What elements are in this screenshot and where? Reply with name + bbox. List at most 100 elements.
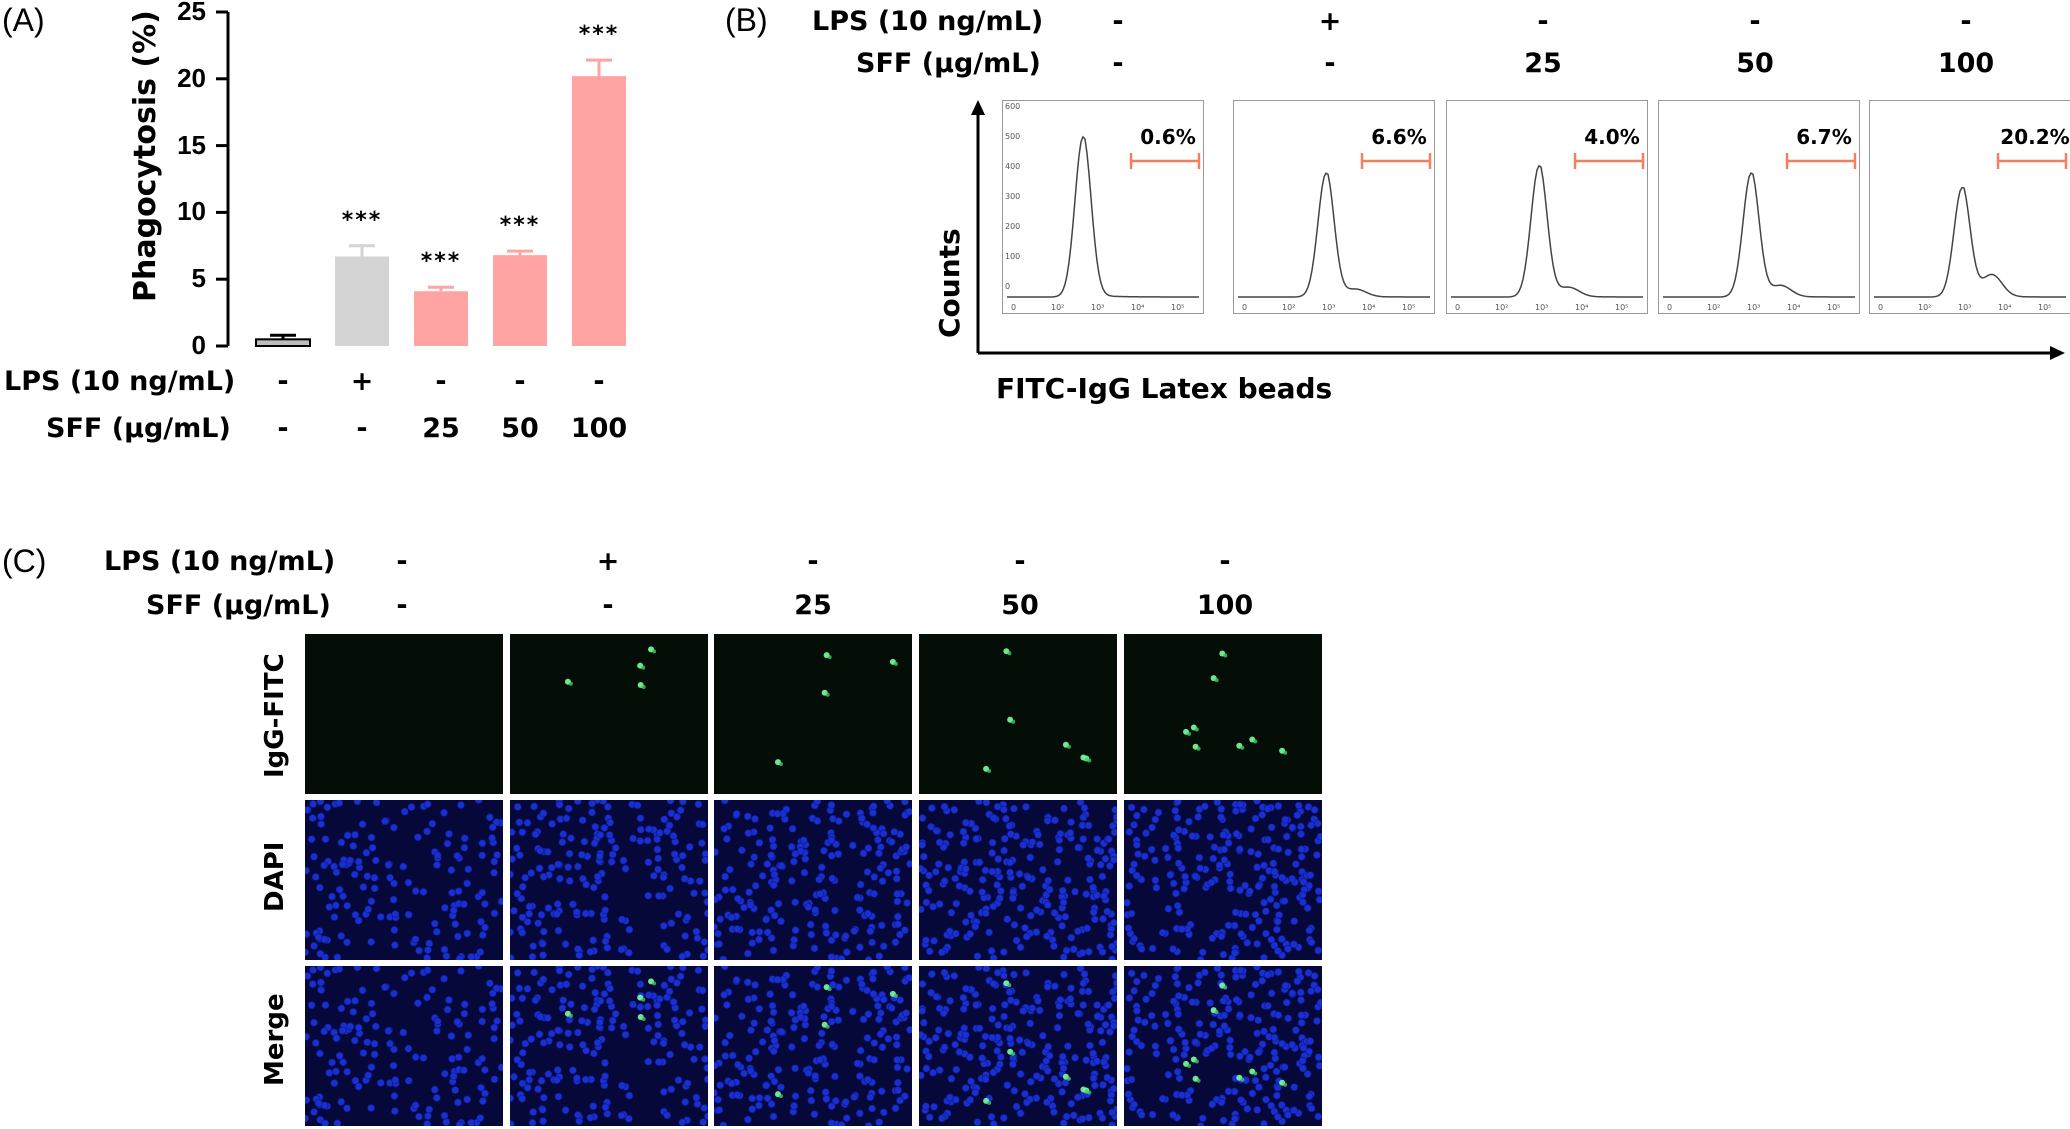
nucleus	[965, 887, 974, 896]
nucleus	[367, 833, 376, 842]
nucleus	[1198, 1114, 1207, 1123]
nucleus	[1294, 967, 1303, 976]
gate-percentage: 4.0%	[1584, 125, 1640, 149]
nucleus	[525, 909, 534, 918]
nucleus	[951, 874, 960, 883]
nucleus	[740, 903, 748, 912]
fitc-signal	[1066, 744, 1071, 749]
nucleus	[539, 1093, 548, 1102]
nucleus	[490, 868, 498, 877]
nucleus	[440, 1111, 449, 1120]
nucleus	[455, 1120, 464, 1126]
nucleus	[593, 1038, 602, 1047]
nucleus	[1089, 1049, 1097, 1058]
nucleus	[460, 1066, 468, 1075]
nucleus	[1035, 1006, 1044, 1015]
nucleus	[390, 926, 399, 934]
nucleus	[763, 1094, 772, 1103]
nucleus	[791, 898, 800, 907]
nucleus	[1038, 1031, 1047, 1040]
nucleus	[601, 1072, 610, 1081]
nucleus	[857, 814, 866, 823]
x-tick-label: 10²	[1051, 303, 1064, 312]
nucleus	[1099, 1080, 1107, 1089]
nucleus	[1217, 932, 1226, 941]
nucleus	[531, 830, 540, 839]
sff-label-b: SFF (μg/mL)	[856, 48, 1041, 79]
nucleus	[1090, 915, 1099, 924]
nucleus	[1079, 979, 1088, 988]
nucleus	[770, 1036, 779, 1045]
nucleus	[951, 1095, 960, 1104]
nucleus	[463, 1095, 472, 1104]
nucleus	[1034, 996, 1042, 1005]
nucleus	[1058, 921, 1066, 930]
nucleus	[827, 1119, 836, 1126]
nucleus	[1089, 908, 1098, 917]
nucleus	[565, 1043, 574, 1051]
y-tick-label: 100	[1005, 252, 1020, 261]
nucleus	[510, 906, 518, 915]
nucleus	[680, 874, 689, 883]
nucleus	[649, 1037, 658, 1046]
nucleus	[1261, 1073, 1270, 1082]
nucleus	[1006, 1034, 1014, 1043]
nucleus	[625, 925, 634, 934]
nucleus	[681, 1098, 690, 1106]
nucleus	[343, 997, 352, 1006]
nucleus	[690, 1055, 698, 1064]
nucleus	[874, 1002, 882, 1010]
nucleus	[703, 898, 708, 906]
nucleus	[869, 808, 877, 817]
y-tick-label: 15	[177, 129, 206, 160]
nucleus	[1171, 889, 1180, 898]
nucleus	[767, 1017, 775, 1026]
nucleus	[1078, 948, 1087, 957]
nucleus	[1269, 859, 1278, 868]
nucleus	[919, 1018, 928, 1027]
nucleus	[1074, 1009, 1083, 1018]
nucleus	[842, 1114, 851, 1123]
nucleus	[1230, 1114, 1239, 1123]
nucleus	[893, 897, 902, 906]
nucleus	[685, 1009, 694, 1017]
nucleus	[1093, 1012, 1102, 1021]
nucleus	[693, 1100, 702, 1108]
nucleus	[905, 973, 912, 982]
x-tick-label: 10⁴	[1362, 303, 1375, 312]
nucleus	[1237, 930, 1245, 938]
nucleus	[325, 903, 334, 911]
nucleus	[822, 1095, 831, 1103]
nucleus	[384, 861, 393, 869]
nucleus	[703, 909, 708, 918]
nucleus	[343, 901, 352, 910]
nucleus	[769, 946, 778, 955]
nucleus	[667, 1085, 676, 1094]
nucleus	[440, 945, 449, 954]
nucleus	[1288, 1040, 1296, 1049]
nucleus	[1272, 1067, 1281, 1076]
nucleus	[1224, 1087, 1233, 1096]
nucleus	[1006, 858, 1015, 867]
nucleus	[490, 857, 499, 866]
nucleus	[1012, 936, 1021, 945]
nucleus	[714, 923, 719, 931]
nucleus	[1108, 955, 1117, 960]
nucleus	[1112, 813, 1117, 821]
nucleus	[1251, 910, 1260, 919]
gate-percentage: 20.2%	[2000, 125, 2070, 149]
nucleus	[1288, 823, 1297, 832]
nucleus	[1264, 835, 1272, 844]
nucleus	[828, 874, 837, 883]
nucleus	[834, 983, 843, 991]
nucleus	[1281, 815, 1290, 824]
nucleus	[423, 993, 431, 1002]
nucleus	[523, 917, 532, 926]
nucleus	[1022, 1098, 1031, 1107]
nucleus	[1207, 878, 1216, 887]
nucleus	[354, 1082, 363, 1091]
nucleus	[777, 861, 786, 870]
nucleus	[770, 911, 779, 920]
nucleus	[697, 839, 706, 848]
nucleus	[1000, 834, 1009, 843]
